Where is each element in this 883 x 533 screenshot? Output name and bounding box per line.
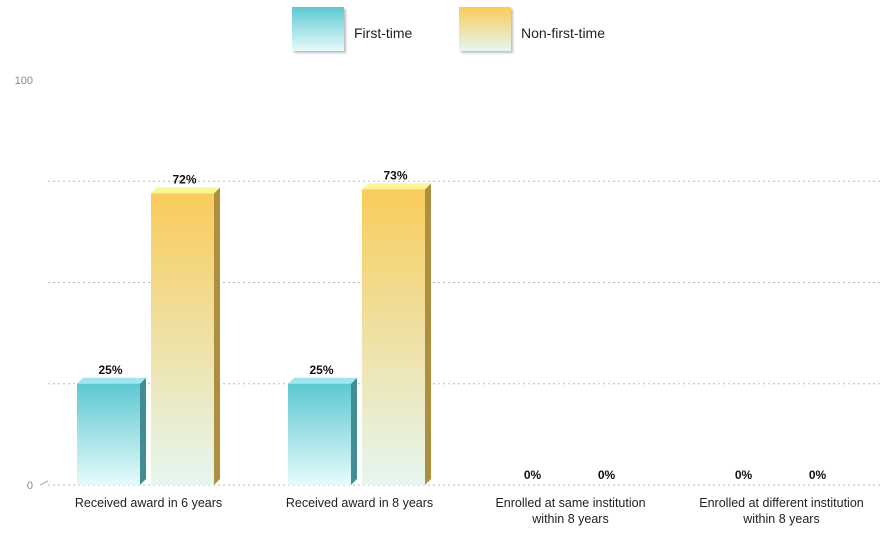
bar-top bbox=[362, 183, 431, 190]
legend-label-first-time: First-time bbox=[354, 25, 413, 41]
data-label: 72% bbox=[172, 172, 196, 186]
data-label: 0% bbox=[809, 468, 827, 482]
bar-non-first-time[interactable] bbox=[362, 189, 425, 485]
bar-top bbox=[77, 377, 146, 384]
legend-swatch-non-first-time bbox=[459, 7, 511, 51]
bar-top bbox=[151, 187, 220, 194]
bar-side bbox=[214, 187, 220, 485]
legend-swatch-first-time bbox=[292, 7, 344, 51]
data-label: 0% bbox=[524, 468, 542, 482]
bar-side bbox=[351, 377, 357, 485]
bar-top bbox=[288, 377, 357, 384]
data-label: 73% bbox=[383, 168, 407, 182]
data-label: 25% bbox=[309, 363, 333, 377]
axis-baseline bbox=[39, 480, 49, 486]
y-tick-label: 100 bbox=[15, 75, 33, 87]
bar-first-time[interactable] bbox=[77, 383, 140, 485]
x-tick-label: Enrolled at different institution within … bbox=[699, 496, 864, 526]
bar-side bbox=[425, 183, 431, 485]
legend-label-non-first-time: Non-first-time bbox=[521, 25, 606, 41]
x-tick-label: Enrolled at same institution within 8 yea… bbox=[495, 496, 645, 526]
data-label: 25% bbox=[98, 363, 122, 377]
x-tick-label: Received award in 6 years bbox=[75, 496, 222, 510]
bar-side bbox=[140, 377, 146, 485]
legend: First-time Non-first-time bbox=[0, 7, 883, 55]
bar-non-first-time[interactable] bbox=[151, 193, 214, 485]
data-label: 0% bbox=[598, 468, 616, 482]
data-label: 0% bbox=[735, 468, 753, 482]
bar-first-time[interactable] bbox=[288, 383, 351, 485]
x-tick-label: Received award in 8 years bbox=[286, 496, 433, 510]
y-tick-label: 0 bbox=[27, 480, 33, 492]
